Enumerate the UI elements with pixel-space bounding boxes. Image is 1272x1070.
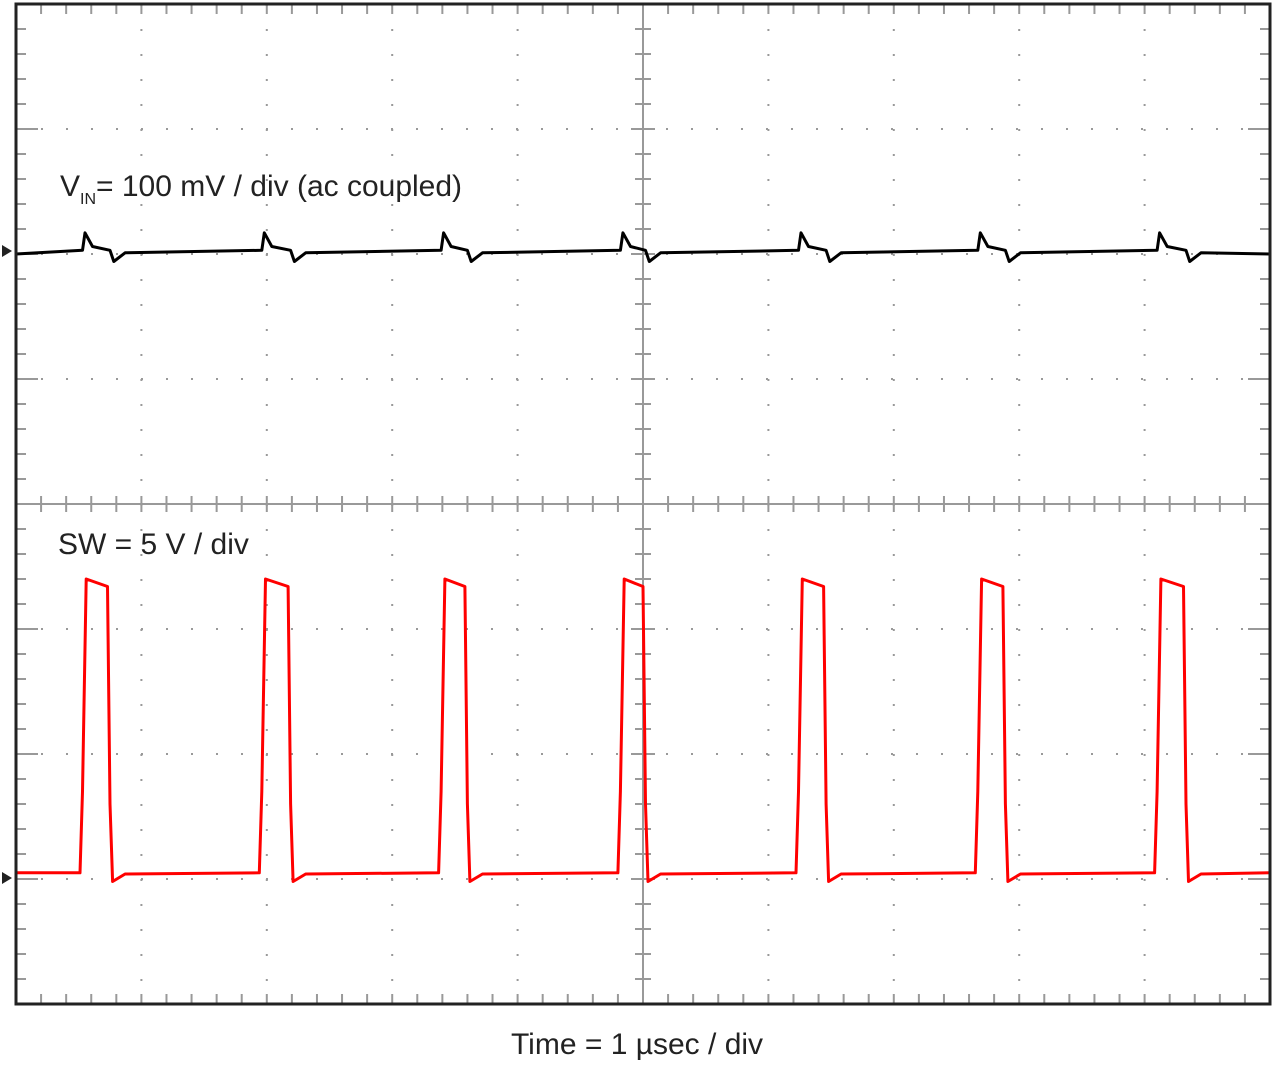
trace: [15, 231, 1271, 263]
vin-text: = 100 mV / div (ac coupled): [96, 170, 462, 203]
ch1-marker: [2, 245, 12, 257]
grid: [15, 3, 1271, 1005]
plot-border: [14, 2, 1272, 1006]
vin-sub: IN: [80, 191, 96, 208]
traces: [15, 231, 1271, 883]
x-axis-label: Time = 1 µsec / div: [511, 1028, 763, 1061]
sw-label: SW = 5 V / div: [58, 528, 249, 561]
vin-label: VIN= 100 mV / div (ac coupled): [60, 170, 462, 208]
vin-main: V: [60, 170, 80, 203]
trace: [16, 577, 1271, 883]
ch2-marker: [2, 872, 12, 884]
